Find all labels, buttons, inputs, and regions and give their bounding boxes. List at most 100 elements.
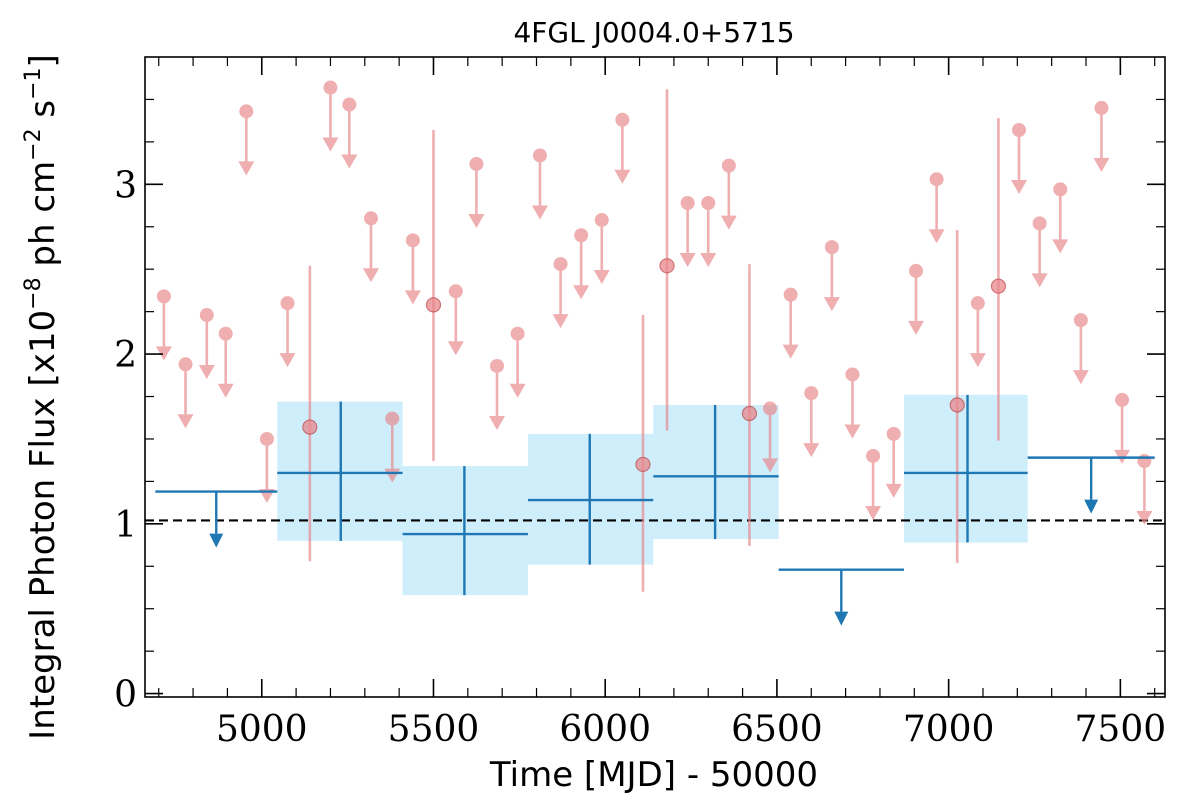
monthly-upper-limit-point — [1137, 454, 1152, 469]
monthly-upper-limit-point — [701, 195, 716, 210]
plot-area — [145, 80, 1165, 626]
y-tick-label: 2 — [114, 335, 137, 376]
monthly-upper-limit — [279, 296, 296, 368]
monthly-upper-limit — [1093, 100, 1110, 172]
monthly-upper-limit-point — [490, 358, 505, 373]
monthly-upper-limit-point — [1032, 216, 1047, 231]
monthly-upper-limit-arrow — [552, 314, 569, 329]
monthly-upper-limit — [1072, 313, 1089, 385]
monthly-upper-limit-arrow — [803, 443, 820, 458]
yearly-detection — [277, 401, 403, 541]
monthly-upper-limit — [1052, 182, 1069, 254]
x-tick-label: 5000 — [216, 709, 308, 750]
x-tick-label: 5500 — [388, 709, 480, 750]
monthly-detection — [302, 265, 318, 562]
monthly-upper-limit-point — [259, 431, 274, 446]
monthly-upper-limit — [198, 308, 215, 380]
yearly-error-box — [903, 394, 1028, 543]
monthly-upper-limit-point — [574, 228, 589, 243]
monthly-upper-limit-point — [804, 386, 819, 401]
monthly-upper-limit — [969, 296, 986, 368]
monthly-upper-limit-arrow — [1011, 179, 1028, 194]
monthly-upper-limit — [928, 172, 945, 244]
x-tick-label: 6000 — [559, 709, 651, 750]
monthly-upper-limit-arrow — [404, 290, 421, 305]
yearly-detection — [402, 466, 528, 596]
monthly-upper-limit-point — [553, 257, 568, 272]
monthly-upper-limit — [700, 195, 717, 267]
monthly-upper-limit-point — [594, 212, 609, 227]
monthly-upper-limit — [552, 257, 569, 329]
monthly-upper-limit — [341, 97, 358, 169]
monthly-upper-limit-arrow — [823, 297, 840, 312]
monthly-upper-limit-point — [1012, 122, 1027, 137]
monthly-upper-limit-arrow — [700, 252, 717, 267]
monthly-upper-limit — [679, 195, 696, 267]
monthly-detection — [949, 230, 965, 563]
monthly-upper-limit-arrow — [217, 383, 234, 398]
monthly-upper-limit-arrow — [1052, 239, 1069, 254]
monthly-upper-limit-point — [405, 233, 420, 248]
yearly-detection — [527, 433, 654, 565]
monthly-upper-limit-arrow — [198, 365, 215, 380]
yearly-detection — [653, 405, 779, 540]
monthly-upper-limit — [447, 284, 464, 356]
monthly-upper-limit-point — [199, 308, 214, 323]
monthly-upper-limit-arrow — [885, 483, 902, 498]
monthly-upper-limit — [593, 212, 610, 284]
monthly-upper-limit — [803, 386, 820, 458]
yearly-upper-limit — [778, 568, 904, 626]
yearly-upper-limit — [155, 490, 278, 548]
monthly-detection-point — [990, 278, 1007, 294]
monthly-upper-limit-point — [845, 367, 860, 382]
monthly-upper-limit-arrow — [531, 205, 548, 220]
monthly-upper-limit-point — [469, 156, 484, 171]
monthly-upper-limit-arrow — [468, 213, 485, 228]
monthly-upper-limit-point — [448, 284, 463, 299]
monthly-upper-limit-point — [532, 148, 547, 163]
monthly-upper-limit-arrow — [1093, 157, 1110, 172]
monthly-upper-limit-arrow — [928, 229, 945, 244]
monthly-upper-limit-arrow — [908, 320, 925, 335]
monthly-detection-point — [425, 297, 442, 313]
monthly-upper-limit — [238, 104, 255, 176]
monthly-upper-limit — [720, 158, 737, 230]
chart-title: 4FGL J0004.0+5715 — [513, 16, 794, 49]
monthly-detection-point — [741, 405, 758, 422]
monthly-upper-limit-arrow — [489, 415, 506, 430]
axes: 5000 5500 6000 6500 7000 7500 0 1 2 3 — [114, 57, 1166, 750]
monthly-upper-limit — [823, 240, 840, 312]
monthly-upper-limit — [531, 148, 548, 220]
monthly-upper-limit-point — [783, 287, 798, 302]
monthly-upper-limit-arrow — [155, 346, 172, 361]
yearly-upper-limit-arrow — [1084, 499, 1099, 514]
monthly-upper-limit-arrow — [1136, 511, 1153, 526]
monthly-upper-limit — [782, 287, 799, 359]
monthly-upper-limit-point — [886, 426, 901, 441]
monthly-upper-limit-arrow — [1072, 370, 1089, 385]
monthly-upper-limit-arrow — [341, 154, 358, 169]
monthly-upper-limit-point — [1094, 100, 1109, 115]
monthly-upper-limit-arrow — [969, 353, 986, 368]
monthly-upper-limit — [1011, 122, 1028, 194]
y-axis-label-part1: Integral Photon Flux [x10 — [23, 310, 63, 740]
monthly-upper-limit-arrow — [844, 424, 861, 439]
monthly-upper-limit-arrow — [447, 341, 464, 356]
monthly-detection — [425, 129, 442, 462]
y-axis-label-part2: ph cm — [23, 161, 63, 278]
monthly-upper-limit — [1031, 216, 1048, 288]
y-axis-label-exp3: −1 — [21, 67, 46, 99]
monthly-upper-limit — [489, 358, 506, 430]
monthly-detection-point — [949, 397, 965, 413]
monthly-detection — [659, 89, 675, 431]
monthly-upper-limit-point — [239, 104, 254, 119]
monthly-upper-limit — [1136, 454, 1153, 526]
monthly-upper-limit-point — [929, 172, 944, 187]
monthly-upper-limit — [177, 357, 194, 429]
monthly-upper-limit — [1114, 392, 1131, 464]
monthly-upper-limit — [362, 211, 379, 283]
monthly-upper-limit — [865, 448, 882, 520]
y-axis-label: Integral Photon Flux [x10−8 ph cm−2 s−1] — [21, 54, 63, 740]
monthly-upper-limit-point — [363, 211, 378, 226]
monthly-upper-limit-point — [323, 80, 338, 95]
